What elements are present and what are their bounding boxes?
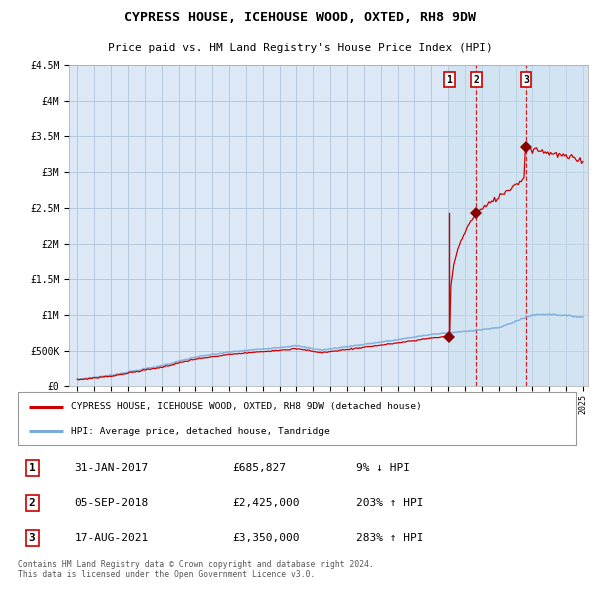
Text: HPI: Average price, detached house, Tandridge: HPI: Average price, detached house, Tand… — [71, 427, 330, 435]
Text: 31-JAN-2017: 31-JAN-2017 — [74, 463, 149, 473]
Text: 1: 1 — [29, 463, 35, 473]
Text: £2,425,000: £2,425,000 — [232, 498, 300, 508]
Text: 1: 1 — [446, 74, 452, 84]
Text: 283% ↑ HPI: 283% ↑ HPI — [356, 533, 424, 543]
Text: CYPRESS HOUSE, ICEHOUSE WOOD, OXTED, RH8 9DW: CYPRESS HOUSE, ICEHOUSE WOOD, OXTED, RH8… — [124, 11, 476, 24]
Text: Price paid vs. HM Land Registry's House Price Index (HPI): Price paid vs. HM Land Registry's House … — [107, 43, 493, 53]
Text: £685,827: £685,827 — [232, 463, 286, 473]
Text: 3: 3 — [523, 74, 529, 84]
Text: 2: 2 — [473, 74, 479, 84]
Bar — [449, 65, 588, 386]
Text: 3: 3 — [29, 533, 35, 543]
Text: 05-SEP-2018: 05-SEP-2018 — [74, 498, 149, 508]
Text: 203% ↑ HPI: 203% ↑ HPI — [356, 498, 424, 508]
Text: Contains HM Land Registry data © Crown copyright and database right 2024.
This d: Contains HM Land Registry data © Crown c… — [18, 560, 374, 579]
Text: 9% ↓ HPI: 9% ↓ HPI — [356, 463, 410, 473]
Text: 2: 2 — [29, 498, 35, 508]
FancyBboxPatch shape — [18, 392, 576, 445]
Text: 17-AUG-2021: 17-AUG-2021 — [74, 533, 149, 543]
Text: CYPRESS HOUSE, ICEHOUSE WOOD, OXTED, RH8 9DW (detached house): CYPRESS HOUSE, ICEHOUSE WOOD, OXTED, RH8… — [71, 402, 422, 411]
Text: £3,350,000: £3,350,000 — [232, 533, 300, 543]
